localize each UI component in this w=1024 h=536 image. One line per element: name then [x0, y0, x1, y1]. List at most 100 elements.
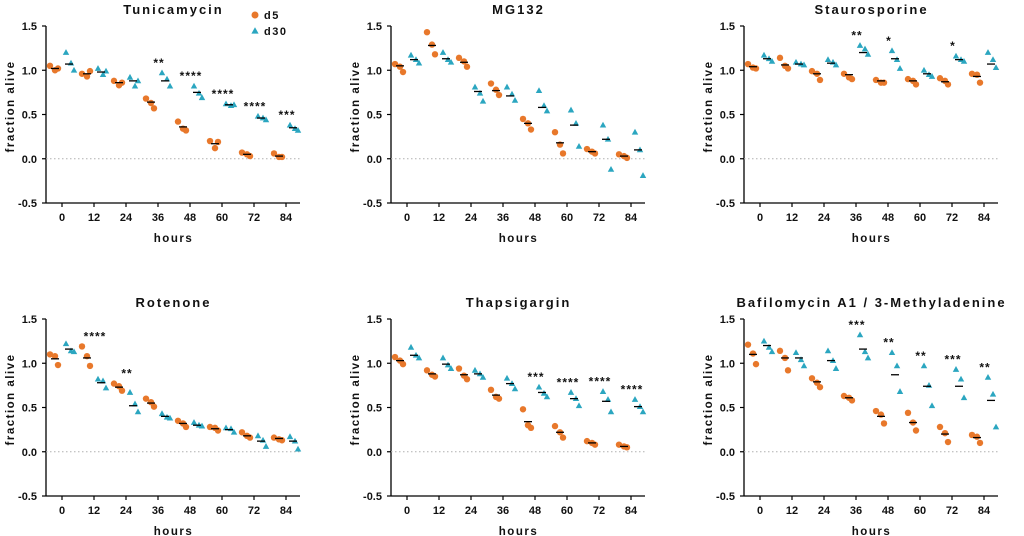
d30-point [960, 58, 968, 64]
x-axis-label: hours [499, 233, 538, 245]
significance-marker: ** [979, 360, 990, 374]
d5-point [559, 434, 567, 441]
significance-marker: *** [848, 318, 865, 332]
d5-point [808, 67, 816, 75]
significance-marker: **** [180, 69, 203, 83]
d5-point [840, 70, 848, 77]
d30-point [535, 383, 543, 390]
d30-point [254, 432, 262, 439]
d30-point [957, 375, 965, 382]
d30-point [262, 443, 270, 449]
y-axis-label: fraction alive [703, 61, 715, 153]
d30-point [286, 433, 294, 440]
x-tick-label: 24 [465, 212, 478, 224]
x-tick-label: 0 [757, 212, 763, 224]
d30-point [439, 49, 447, 55]
d30-point [824, 56, 832, 63]
y-tick-label: 0.5 [720, 403, 735, 415]
d30-point [99, 71, 107, 78]
d30-point [928, 402, 936, 409]
d5-point [527, 126, 535, 133]
legend-d30-label: d30 [264, 26, 287, 38]
y-tick-label: 1.5 [367, 21, 382, 33]
y-tick-label: 1.5 [367, 314, 382, 326]
y-tick-label: 1.0 [720, 65, 735, 77]
d5-point [150, 403, 158, 410]
significance-marker: **** [557, 375, 580, 389]
d30-point [70, 348, 78, 355]
x-tick-label: 84 [625, 505, 638, 517]
y-tick-label: -0.5 [363, 491, 382, 503]
y-tick-label: 0.0 [22, 154, 37, 166]
chart-panel-0: Tunicamycin -0.5 0.0 0.5 1.0 1.5 0 12 24 36 48 60 72… [5, 2, 302, 245]
y-tick-label: 0.0 [367, 447, 382, 459]
significance-marker: * [950, 39, 956, 53]
d30-point [166, 414, 174, 421]
d5-point [776, 347, 784, 355]
d30-point [503, 83, 511, 90]
y-tick-label: 0.5 [720, 110, 735, 122]
y-tick-label: 1.0 [367, 358, 382, 370]
y-tick-label: -0.5 [18, 198, 37, 210]
chart-title: Staurosporine [814, 2, 928, 17]
x-tick-label: 60 [914, 505, 926, 517]
y-axis-label: fraction alive [5, 354, 17, 446]
d30-point [102, 384, 110, 391]
d30-point [163, 75, 171, 82]
significance-marker: ** [121, 367, 132, 381]
y-tick-label: 1.0 [367, 65, 382, 77]
x-tick-label: 36 [497, 212, 509, 224]
d5-point [46, 351, 54, 358]
d5-point [455, 365, 463, 372]
x-tick-label: 60 [216, 505, 228, 517]
d5-point [182, 423, 190, 431]
d30-point [920, 362, 928, 369]
d5-point [142, 395, 150, 402]
x-tick-label: 36 [152, 212, 164, 224]
d30-point [198, 422, 206, 429]
d5-point [623, 444, 631, 451]
d30-point [639, 408, 647, 415]
x-tick-label: 24 [818, 212, 831, 224]
x-tick-label: 24 [120, 212, 133, 224]
d30-point [294, 127, 302, 133]
d5-point [460, 58, 468, 65]
d30-point [62, 340, 70, 347]
d30-point [503, 374, 511, 381]
y-axis-label: fraction alive [350, 354, 362, 446]
d30-point [158, 410, 166, 417]
d5-point [527, 424, 535, 432]
d5-point [551, 129, 559, 136]
d30-point [800, 61, 808, 68]
d5-point [46, 62, 54, 70]
d5-point [495, 395, 503, 402]
significance-marker: *** [527, 370, 544, 384]
significance-marker: *** [944, 352, 961, 366]
d30-point [131, 400, 139, 407]
x-tick-label: 60 [914, 212, 926, 224]
x-tick-label: 12 [786, 505, 798, 517]
d30-point [126, 389, 134, 395]
d5-point [86, 67, 94, 75]
d30-point [166, 82, 174, 89]
d5-point [238, 429, 246, 436]
d30-point [476, 89, 484, 96]
d30-point [286, 121, 294, 128]
d5-point [519, 115, 527, 123]
d30-point [567, 106, 575, 113]
x-tick-label: 36 [152, 505, 164, 517]
d5-point [147, 99, 155, 107]
y-tick-label: 0.5 [22, 110, 37, 122]
d30-point [572, 119, 580, 126]
y-tick-label: 0.0 [367, 154, 382, 166]
d5-point [142, 95, 150, 102]
x-tick-label: 12 [433, 505, 445, 517]
x-tick-label: 72 [946, 212, 958, 224]
d5-point [428, 41, 436, 48]
x-tick-label: 24 [120, 505, 133, 517]
d5-point [396, 63, 404, 70]
d30-point [607, 408, 615, 415]
x-tick-label: 0 [404, 505, 410, 517]
chart-panel-5: Bafilomycin A1 / 3-Methyladenine -0.5 0.0 0… [703, 295, 1005, 536]
